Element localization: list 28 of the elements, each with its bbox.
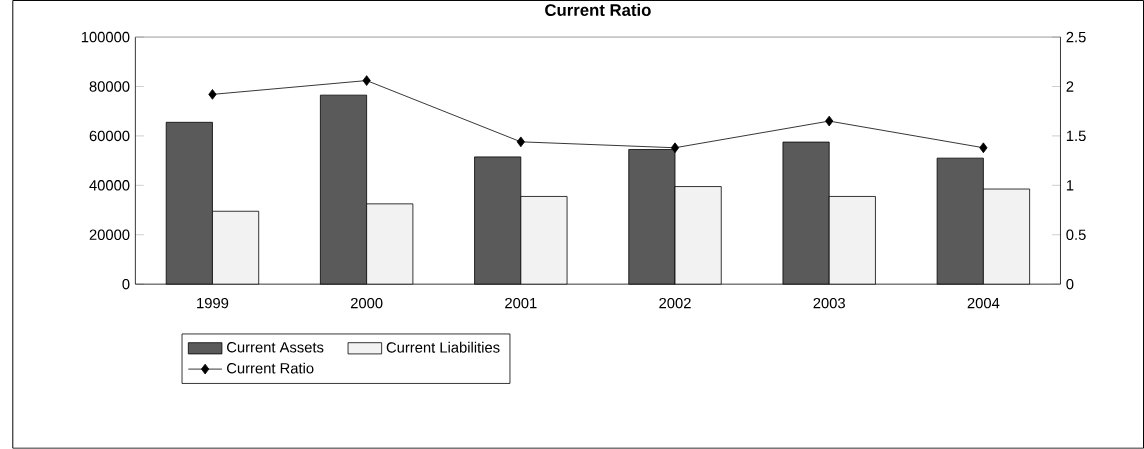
point (516, 136, 525, 148)
point (825, 115, 834, 127)
point (979, 142, 988, 154)
y-tick-label: 80000 (89, 81, 130, 92)
x-tick-label: 2002 (659, 298, 691, 309)
x-tick-label: 2004 (967, 298, 1000, 309)
x-tick-label: 1999 (197, 298, 229, 309)
y-tick-label: 40000 (89, 180, 130, 191)
point (362, 75, 371, 87)
y-tick-label: 0 (122, 279, 130, 290)
x-tick-label: 2001 (505, 298, 537, 309)
chart-title: Current Ratio (545, 3, 651, 17)
x-tick-label: 2003 (813, 298, 845, 309)
point (208, 89, 217, 100)
y2-tick-label: 2.5 (1066, 31, 1086, 43)
y-tick-label: 20000 (89, 229, 130, 241)
y2-tick-label: 2 (1066, 81, 1074, 92)
point (670, 142, 680, 154)
legend-label: Current Ratio (227, 362, 314, 374)
y2-tick-label: 1 (1066, 180, 1074, 191)
legend-label: Current Assets (227, 342, 324, 353)
y2-tick-label: 1.5 (1066, 130, 1086, 142)
x-tick-label: 2000 (350, 298, 383, 309)
y-tick-label: 60000 (89, 130, 130, 142)
y2-tick-label: 0 (1066, 279, 1074, 290)
y-tick-label: 100000 (81, 31, 130, 43)
legend-label: Current Liabilities (386, 342, 500, 353)
y2-tick-label: 0.5 (1066, 229, 1086, 241)
